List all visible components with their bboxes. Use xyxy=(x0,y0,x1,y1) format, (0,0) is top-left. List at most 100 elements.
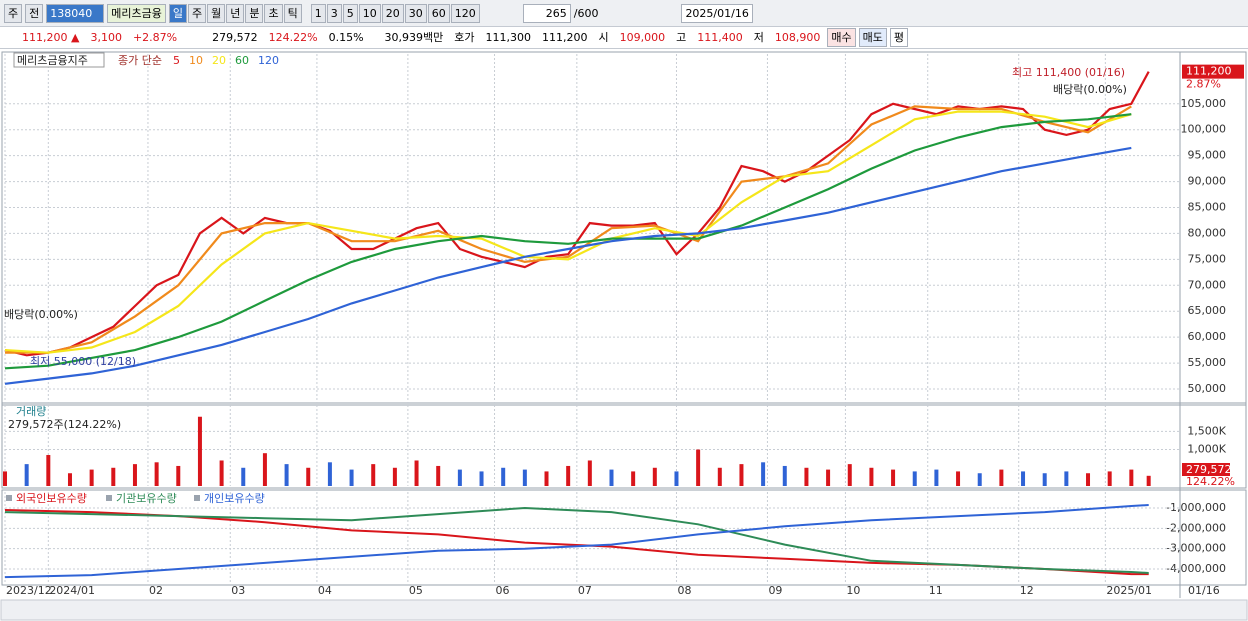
toolbar-button[interactable]: 월 xyxy=(207,3,226,23)
legend-item: 120 xyxy=(258,54,279,67)
scrollbar[interactable] xyxy=(0,599,1248,621)
y-tick-label: 80,000 xyxy=(1188,226,1227,239)
volume-bar xyxy=(869,467,874,486)
volume-bar xyxy=(761,462,766,486)
volume-bar xyxy=(67,473,72,486)
toolbar-button[interactable]: 주 xyxy=(187,3,207,23)
buy-button[interactable]: 매수 xyxy=(827,28,856,47)
x-tick-label: 2025/01 xyxy=(1106,584,1152,597)
annotation: 배당락(0.00%) xyxy=(4,308,78,321)
toolbar-button[interactable]: 30 xyxy=(404,3,427,23)
last-volume-ratio: 124.22% xyxy=(1186,475,1235,488)
legend-item: 10 xyxy=(189,54,203,67)
chart-bg xyxy=(0,50,1248,600)
scope[interactable]: 전 xyxy=(25,3,44,23)
legend-item: 개인보유수량 xyxy=(204,492,265,505)
volume-bar xyxy=(804,467,809,486)
volume-bar xyxy=(1086,473,1091,486)
turnover: 0.15% xyxy=(328,30,364,44)
volume-bar xyxy=(696,449,701,486)
y-tick-label: -2,000,000 xyxy=(1166,521,1226,534)
open: 109,000 xyxy=(619,30,666,44)
x-tick-label: 10 xyxy=(846,584,860,597)
stock-name[interactable]: 메리츠금융 xyxy=(107,3,166,23)
y-tick-label: 65,000 xyxy=(1188,304,1227,317)
volume-bar xyxy=(219,460,224,486)
count-input[interactable]: 265 xyxy=(522,3,571,23)
toolbar-button[interactable]: 분 xyxy=(245,3,264,23)
toolbar-button[interactable]: 년 xyxy=(226,3,245,23)
volume-bar xyxy=(154,462,159,486)
volume-bar xyxy=(847,464,852,486)
legend-item: 외국인보유수량 xyxy=(16,492,87,505)
toolbar-button[interactable]: 120 xyxy=(450,3,480,23)
market[interactable]: 주 xyxy=(4,3,23,23)
legend-box xyxy=(13,52,105,68)
toolbar-button[interactable]: 틱 xyxy=(283,3,302,23)
volume-bar xyxy=(436,465,441,486)
toolbar-button[interactable]: 일 xyxy=(168,3,187,23)
change: 3,100 xyxy=(90,30,122,44)
pane-border xyxy=(1,489,1247,586)
volume-bar xyxy=(3,471,7,486)
y-tick-label: 1,500K xyxy=(1187,424,1226,437)
volume-bar xyxy=(587,460,592,486)
pane-border xyxy=(1,402,1247,489)
x-tick-label: 07 xyxy=(578,584,592,597)
y-tick-label: 1,000K xyxy=(1187,443,1226,456)
x-tick-label: 2024/01 xyxy=(49,584,95,597)
legend-item: 20 xyxy=(212,54,226,67)
last-rate-label: 2.87% xyxy=(1186,78,1221,91)
pane-border xyxy=(1,51,1247,406)
volume-bar xyxy=(782,465,787,486)
volume-bar xyxy=(977,473,982,486)
volume-bar xyxy=(544,471,549,486)
volume-bar xyxy=(1107,471,1112,486)
volume-bar xyxy=(24,464,29,486)
pane-title: 거래량 xyxy=(16,405,46,418)
intervals: 1 3 5 10 20 30 60 120 xyxy=(310,3,480,23)
series-line xyxy=(4,506,1149,574)
toolbar-button[interactable]: 1 xyxy=(310,3,326,23)
legend-swatch xyxy=(6,495,12,501)
annotation: 최고 111,400 (01/16) xyxy=(1012,66,1125,79)
y-tick-label: 70,000 xyxy=(1188,278,1227,291)
y-tick-label: 85,000 xyxy=(1188,200,1227,213)
ask-label: 호가 xyxy=(454,30,475,44)
y-tick-label: 55,000 xyxy=(1188,356,1227,369)
volume-bar xyxy=(717,467,722,486)
volume-bar xyxy=(392,467,397,486)
sell-button[interactable]: 매도 xyxy=(858,28,887,47)
last-volume-label: 279,572 xyxy=(1186,463,1232,476)
y-tick-label: -1,000,000 xyxy=(1166,501,1226,514)
x-tick-label: 03 xyxy=(231,584,245,597)
volume-bar xyxy=(674,471,679,486)
volume-bar xyxy=(1146,475,1151,486)
high: 111,400 xyxy=(697,30,743,44)
volume-bar xyxy=(262,453,267,486)
volume-bar xyxy=(999,469,1004,486)
bid: 111,200 xyxy=(542,30,588,44)
low: 108,900 xyxy=(774,30,821,44)
volume-bar xyxy=(89,469,94,486)
toolbar-button[interactable]: 초 xyxy=(264,3,283,23)
volume-bar xyxy=(284,464,289,486)
y-tick-label: -4,000,000 xyxy=(1166,562,1226,575)
toolbar-button[interactable]: 5 xyxy=(342,3,358,23)
volume-bar xyxy=(609,469,614,486)
avg-button[interactable]: 평 xyxy=(889,28,909,47)
toolbar-button[interactable]: 10 xyxy=(358,3,381,23)
volume-bar xyxy=(176,465,181,486)
toolbar-button[interactable]: 60 xyxy=(427,3,450,23)
code-input[interactable]: 138040 xyxy=(46,3,105,23)
toolbar-button[interactable]: 20 xyxy=(381,3,404,23)
volume-bar xyxy=(414,460,419,486)
x-tick-label: 02 xyxy=(149,584,163,597)
amount: 30,939백만 xyxy=(384,30,444,44)
volume-bar xyxy=(522,469,527,486)
date-input[interactable]: 2025/01/16 xyxy=(681,3,753,23)
legend-swatch xyxy=(194,495,200,501)
price: 111,200 ▲ xyxy=(22,30,80,44)
toolbar-button[interactable]: 3 xyxy=(326,3,342,23)
